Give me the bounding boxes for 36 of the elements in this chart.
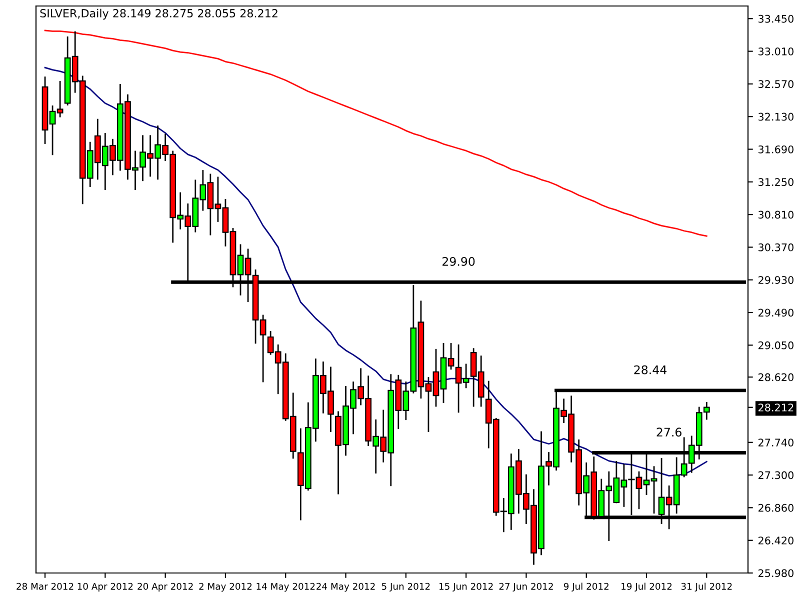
series-label: 28.44 [634,365,666,374]
x-tick-label: 20 Apr 2012 [138,582,193,592]
y-tick-label: 32.570 [758,80,794,88]
y-tick-label: 27.300 [758,471,794,480]
x-tick-label: 27 Jun 2012 [499,582,553,592]
series-label: 29.90 [442,256,475,266]
y-tick-label: 30.810 [758,210,794,219]
x-tick-label: 14 May 2012 [256,582,315,592]
y-tick-label: 25.980 [758,569,794,578]
y-tick-label: 26.420 [758,536,794,544]
x-tick-label: 31 Jul 2012 [681,582,732,592]
x-tick-label: 2 May 2012 [199,582,252,592]
series-label: 27.6 [656,428,682,437]
x-tick-label: 5 Jun 2012 [382,582,430,592]
line-series [44,30,708,237]
y-tick-label: 28.212 [758,404,794,412]
y-tick-label: 29.050 [758,341,794,350]
y-tick-label: 32.130 [758,112,794,121]
y-tick-label: 27.740 [758,438,794,446]
x-tick-label: 24 May 2012 [316,582,375,592]
y-tick-label: 33.010 [758,47,794,56]
chart-title: SILVER,Daily 28.149 28.275 28.055 28.212 [40,8,278,20]
x-tick-label: 15 Jun 2012 [439,582,493,592]
x-tick-label: 10 Apr 2012 [78,582,133,592]
y-tick-label: 31.690 [758,145,794,154]
y-tick-label: 29.930 [758,276,794,284]
y-tick-label: 28.620 [758,373,794,382]
x-tick-label: 9 Jul 2012 [564,582,608,592]
y-tick-label: 26.860 [758,504,794,512]
x-tick-label: 19 Jul 2012 [622,582,672,592]
y-tick-label: 33.450 [758,14,794,23]
y-tick-label: 30.370 [758,243,794,252]
y-tick-label: 31.250 [758,178,794,186]
line-series [44,66,708,476]
y-tick-label: 29.490 [758,308,794,317]
x-tick-label: 28 Mar 2012 [16,582,74,590]
